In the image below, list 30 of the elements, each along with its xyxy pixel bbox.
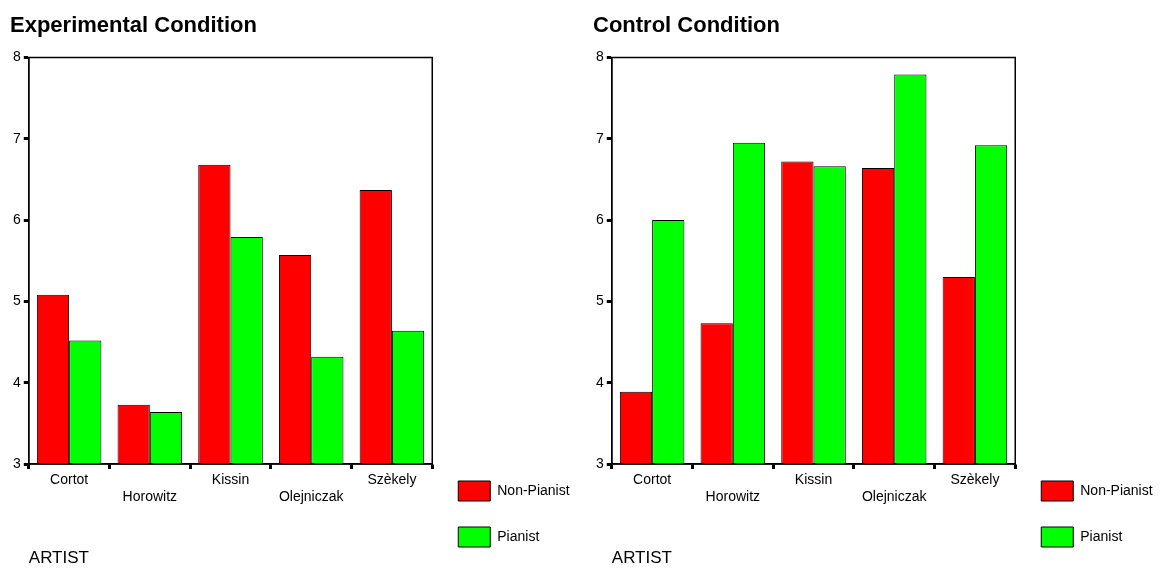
y-tick-label: 4: [595, 373, 604, 390]
x-tick-label: Horowitz: [122, 488, 178, 505]
y-tick-label: 6: [595, 210, 604, 227]
x-tick-label: Szèkely: [950, 471, 1000, 488]
x-tick-label: Cortot: [633, 471, 672, 488]
x-tick-label: Szèkely: [367, 471, 417, 488]
legend-label: Non-Pianist: [1080, 481, 1153, 498]
x-tick-label: Cortot: [50, 471, 89, 488]
chart-title: Experimental Condition: [10, 12, 257, 38]
x-tick-label: Olejniczak: [861, 488, 928, 505]
legend-label: Pianist: [1080, 527, 1123, 544]
x-tick-label: Olejniczak: [278, 488, 345, 505]
y-tick-label: 7: [12, 129, 21, 146]
x-tick-label: Kissin: [211, 471, 250, 488]
x-axis-title: ARTIST: [28, 548, 89, 568]
chart-title: Control Condition: [593, 12, 780, 38]
y-tick-label: 8: [595, 48, 604, 65]
y-tick-label: 6: [12, 210, 21, 227]
y-tick-label: 5: [12, 292, 21, 309]
x-tick-label: Kissin: [794, 471, 833, 488]
x-tick-label: Horowitz: [705, 488, 761, 505]
x-axis-title: ARTIST: [611, 548, 672, 568]
y-tick-label: 7: [595, 129, 604, 146]
y-tick-label: 8: [12, 48, 21, 65]
legend-label: Pianist: [497, 527, 540, 544]
y-tick-label: 4: [12, 373, 21, 390]
y-tick-label: 5: [595, 292, 604, 309]
y-tick-label: 3: [595, 454, 604, 471]
y-tick-label: 3: [12, 454, 21, 471]
legend-label: Non-Pianist: [497, 481, 570, 498]
